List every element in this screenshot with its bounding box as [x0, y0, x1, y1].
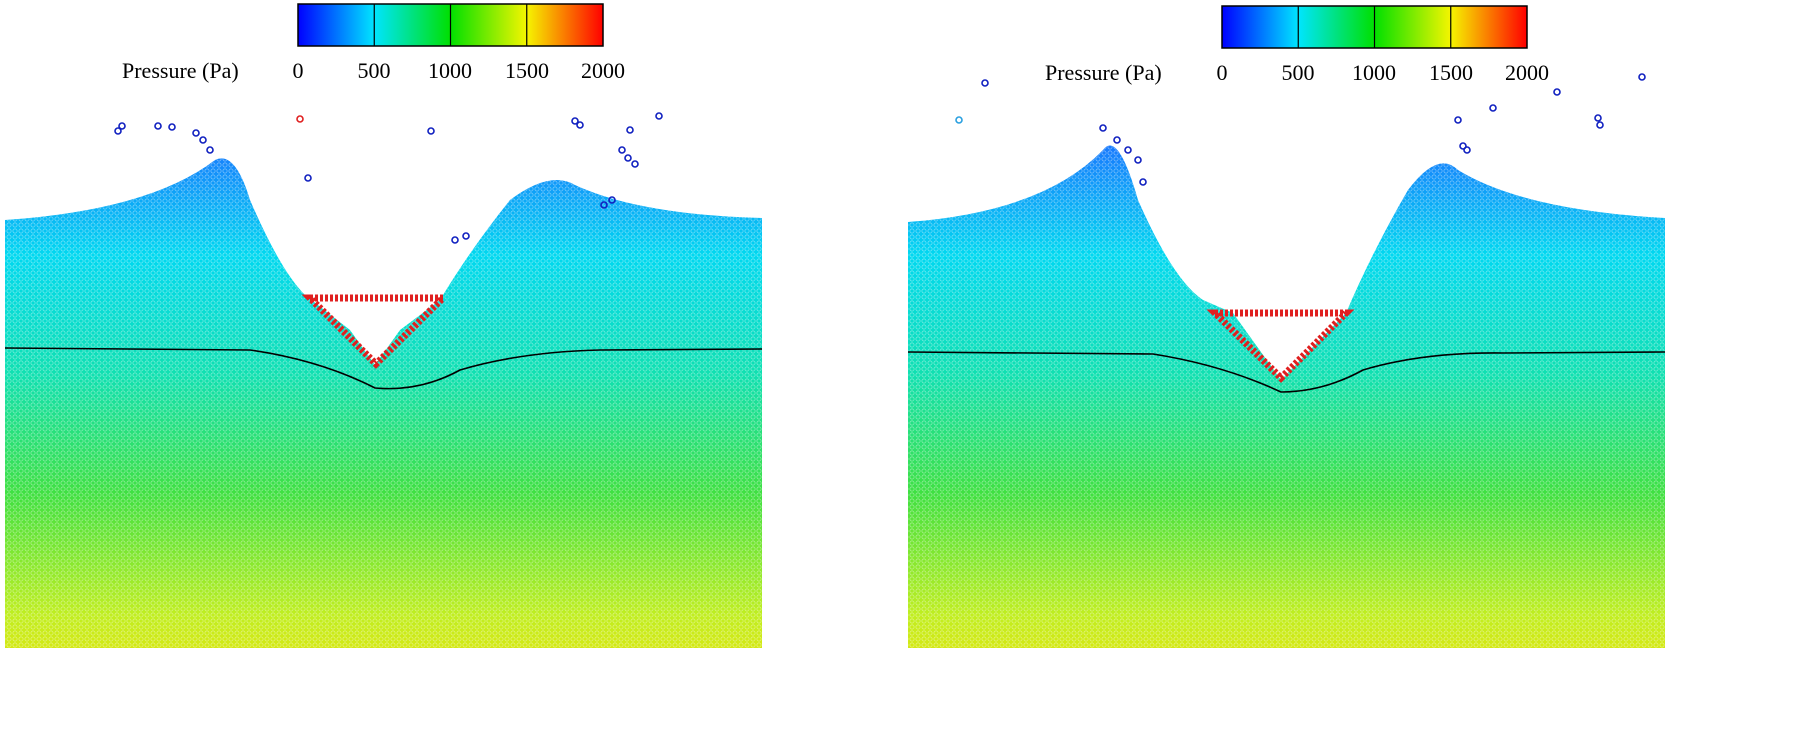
spray-particle [571, 117, 579, 125]
colorbar-tick: 500 [357, 58, 391, 83]
colorbar-label: Pressure (Pa) [1045, 60, 1162, 85]
triangle-body [301, 294, 452, 369]
spray-particle [981, 79, 989, 87]
spray-particle [1596, 121, 1604, 129]
triangle-body [1206, 309, 1355, 383]
spray-particles [114, 112, 663, 244]
spray-particle [655, 112, 663, 120]
colorbar-tick: 1500 [1429, 60, 1473, 85]
spray-particle [624, 154, 632, 162]
colorbar-label: Pressure (Pa) [122, 58, 239, 83]
spray-particle [168, 123, 176, 131]
spray-particle [955, 116, 963, 124]
spray-particle [600, 201, 608, 209]
spray-particle [199, 136, 207, 144]
right-field-plot [907, 5, 1666, 649]
spray-particle [427, 127, 435, 135]
spray-particle [1463, 146, 1471, 154]
spray-particle [1553, 88, 1561, 96]
colorbar-dividers [1297, 6, 1452, 48]
spray-particle [114, 127, 122, 135]
spray-particle [296, 115, 304, 123]
colorbar-tick: 2000 [581, 58, 625, 83]
spray-particle [206, 146, 214, 154]
spray-particle [618, 146, 626, 154]
colorbar-tick: 1000 [1352, 60, 1396, 85]
spray-particle [451, 236, 459, 244]
spray-particle [1113, 136, 1121, 144]
spray-particle [1594, 114, 1602, 122]
colorbar-tick: 0 [292, 58, 304, 83]
spray-particle [1099, 124, 1107, 132]
spray-particle [1454, 116, 1462, 124]
spray-particle [1638, 73, 1646, 81]
spray-particle [1124, 146, 1132, 154]
spray-particle [118, 122, 126, 130]
spray-particle [576, 121, 584, 129]
spray-particle [1139, 178, 1147, 186]
colorbar-tick: 2000 [1505, 60, 1549, 85]
colorbar-tick: 0 [1216, 60, 1228, 85]
colorbar-tick: 1000 [428, 58, 472, 83]
interface-line [907, 351, 1666, 393]
left-panel: Pressure (Pa) 0 500 1000 1500 2000 [0, 0, 900, 750]
colorbar-tick: 1500 [505, 58, 549, 83]
spray-particle [1134, 156, 1142, 164]
spray-particle [1489, 104, 1497, 112]
spray-particle [631, 160, 639, 168]
spray-particle [608, 196, 616, 204]
colorbar-dividers [373, 4, 528, 46]
left-field-plot [4, 3, 763, 649]
spray-particle [304, 174, 312, 182]
spray-particle [154, 122, 162, 130]
spray-particle [192, 129, 200, 137]
spray-particle [462, 232, 470, 240]
spray-particle [1459, 142, 1467, 150]
colorbar-tick: 500 [1281, 60, 1315, 85]
right-panel: Pressure (Pa) 0 500 1000 1500 2000 [903, 0, 1803, 750]
interface-line [4, 347, 763, 390]
spray-particles [955, 73, 1646, 186]
spray-particle [626, 126, 634, 134]
